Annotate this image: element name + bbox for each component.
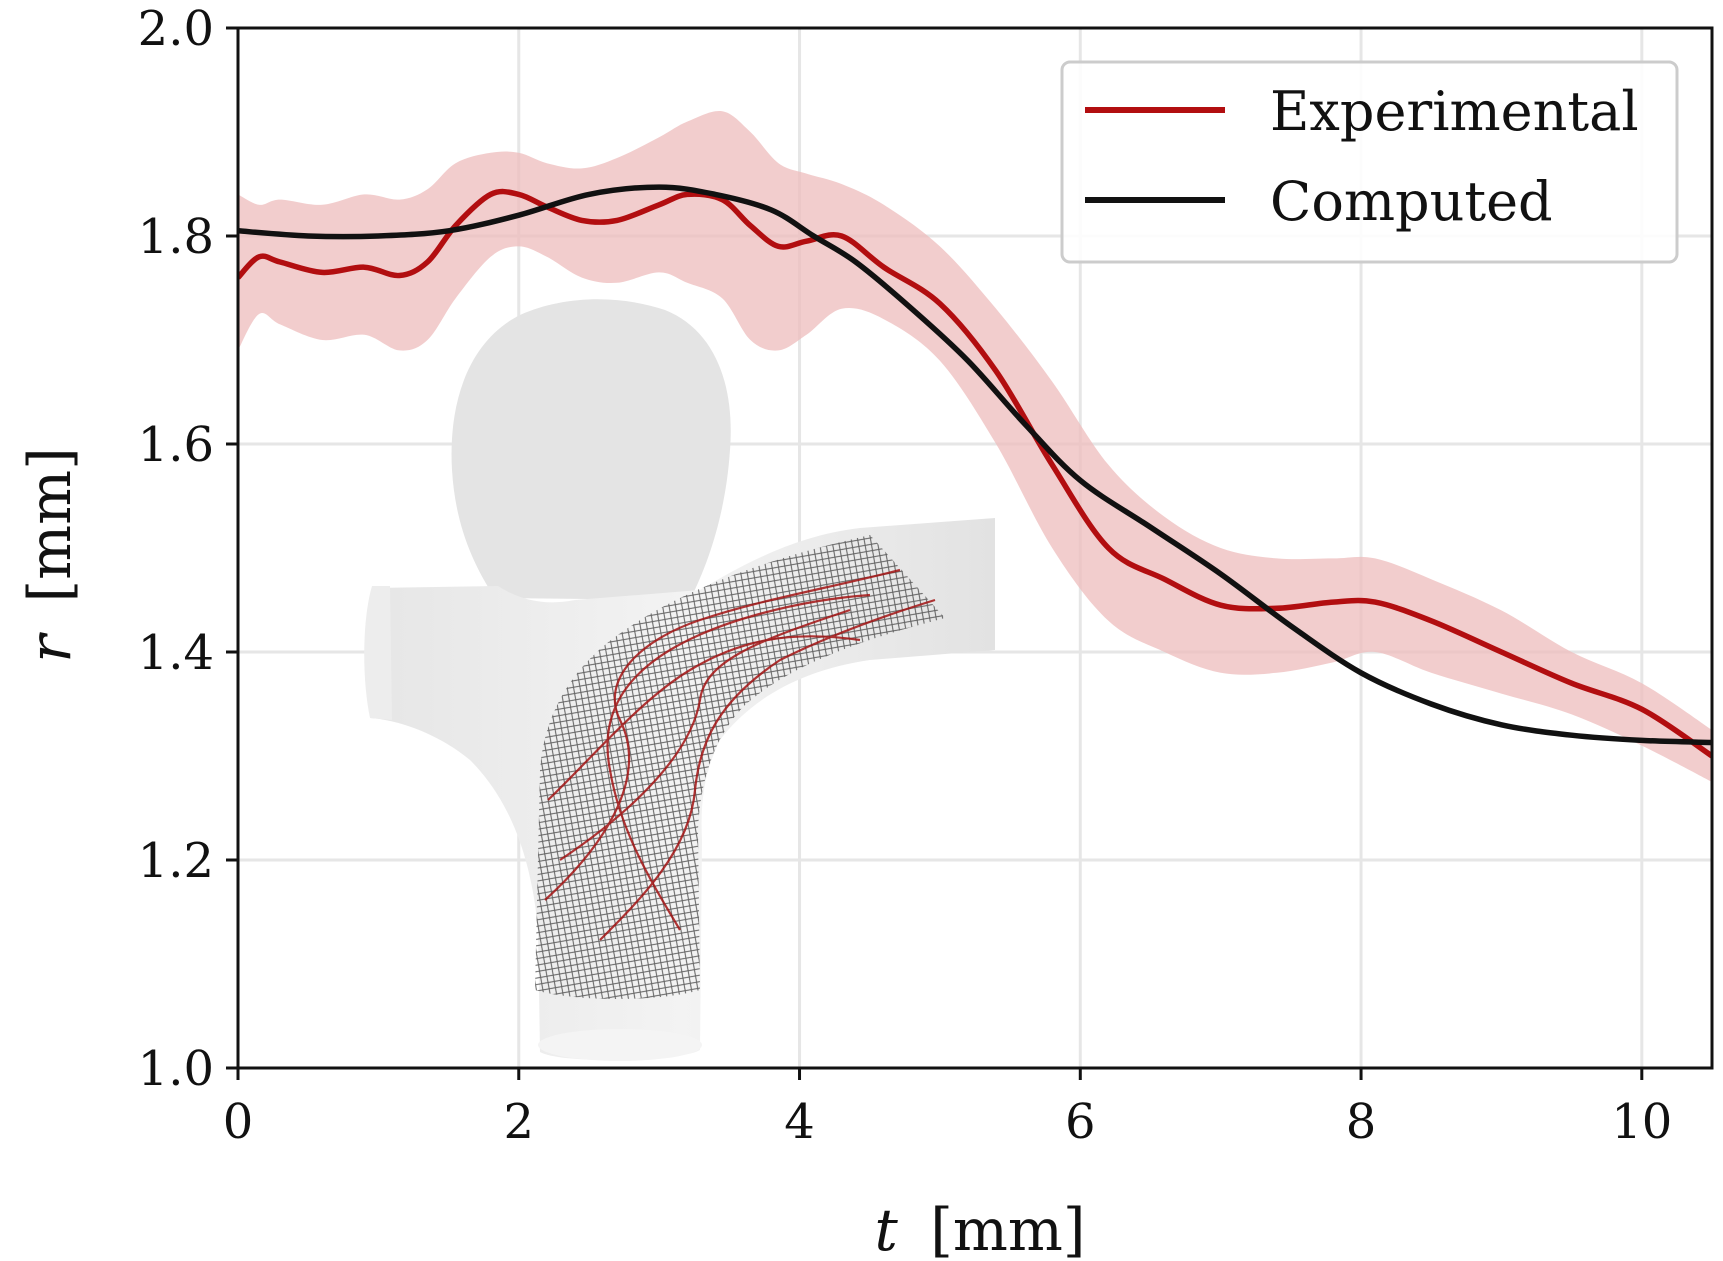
y-tick-label-3: 1.6 [138, 417, 214, 473]
y-tick-label-1: 1.2 [138, 833, 214, 889]
x-tick-label-5: 10 [1611, 1094, 1672, 1150]
aneurysm-dome [451, 299, 731, 600]
x-ticks: 0 2 4 6 8 10 [223, 1068, 1672, 1150]
experimental-line [238, 188, 1712, 759]
plot-area [238, 110, 1712, 782]
x-tick-label-1: 2 [503, 1094, 534, 1150]
x-axis-label: t [mm] [874, 1196, 1085, 1261]
y-tick-label-0: 1.0 [138, 1041, 214, 1097]
vessel-outlet [538, 1029, 702, 1061]
y-axis-var: r [16, 632, 84, 663]
y-axis-unit: [mm] [16, 447, 84, 602]
x-axis-unit: [mm] [930, 1196, 1085, 1261]
stent-markers [544, 568, 936, 941]
axes-frame [236, 26, 1714, 1070]
x-tick-label-2: 4 [784, 1094, 815, 1150]
y-ticks: 1.0 1.2 1.4 1.6 1.8 2.0 [138, 1, 238, 1097]
stent-mesh [535, 535, 945, 999]
computed-line [238, 184, 1712, 746]
left-branch [364, 586, 392, 720]
x-tick-label-3: 6 [1065, 1094, 1096, 1150]
x-tick-label-0: 0 [223, 1094, 254, 1150]
y-tick-label-5: 2.0 [138, 1, 214, 57]
experimental-band [238, 110, 1712, 782]
legend: Experimental Computed [1060, 60, 1679, 264]
y-tick-label-4: 1.8 [138, 209, 214, 265]
vessel-illustration [364, 299, 995, 1061]
y-axis-label: r [mm] [16, 447, 84, 662]
y-tick-label-2: 1.4 [138, 625, 214, 681]
x-tick-label-4: 8 [1346, 1094, 1377, 1150]
x-axis-var: t [874, 1196, 898, 1261]
legend-label-experimental: Experimental [1270, 80, 1639, 143]
legend-label-computed: Computed [1270, 170, 1553, 233]
